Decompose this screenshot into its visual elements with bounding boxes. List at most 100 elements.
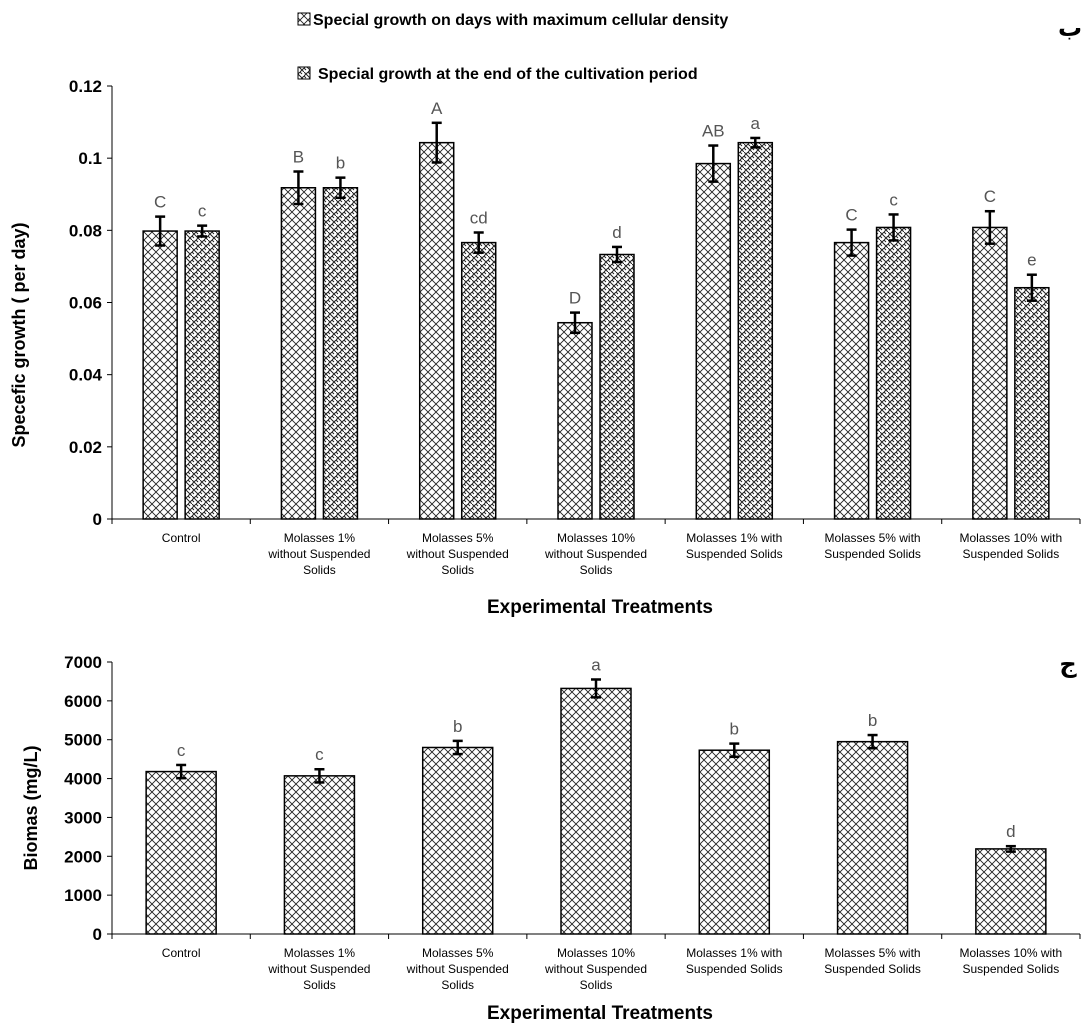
y-axis-title: Biomas (mg/L): [21, 745, 41, 870]
bar: [460, 241, 497, 520]
x-tick-label: Solids: [441, 978, 474, 992]
specific-growth-chart: Special growth on days with maximum cell…: [9, 12, 1082, 618]
bar: [698, 749, 771, 935]
bar: [418, 141, 455, 520]
x-tick-label: Molasses 5%: [422, 531, 494, 545]
y-tick-label: 6000: [64, 692, 102, 711]
bar: [283, 775, 356, 935]
panel-mark: ج: [1059, 651, 1077, 678]
x-tick-label: Solids: [441, 563, 474, 577]
x-tick-label: Suspended Solids: [686, 547, 783, 561]
bar: [322, 187, 359, 520]
significance-label: C: [845, 206, 857, 225]
x-tick-label: Molasses 10%: [557, 946, 635, 960]
significance-label: b: [453, 717, 462, 736]
bar: [695, 162, 732, 520]
significance-label: cd: [470, 208, 488, 227]
y-axis-title: Specefic growth ( per day): [9, 222, 29, 447]
x-tick-label: Solids: [303, 978, 336, 992]
significance-label: e: [1027, 251, 1036, 270]
y-tick-label: 2000: [64, 847, 102, 866]
bar: [560, 687, 632, 935]
x-tick-label: Molasses 10% with: [959, 946, 1062, 960]
panel-mark: ب: [1058, 15, 1082, 42]
x-tick-label: Control: [162, 946, 201, 960]
significance-label: b: [868, 711, 877, 730]
x-tick-label: Solids: [580, 978, 613, 992]
legend-swatch-weave: [297, 66, 311, 80]
bar: [599, 253, 635, 520]
bar: [421, 746, 494, 935]
significance-label: c: [315, 745, 324, 764]
significance-label: c: [889, 190, 898, 209]
biomass-chart: ج Biomas (mg/L) Experimental Treatments …: [21, 651, 1081, 1024]
x-tick-label: Molasses 1% with: [686, 946, 782, 960]
x-tick-label: Suspended Solids: [686, 962, 783, 976]
x-tick-label: without Suspended: [267, 547, 370, 561]
x-tick-label: Molasses 10% with: [959, 531, 1062, 545]
significance-label: B: [293, 148, 304, 167]
x-tick-label: Molasses 5% with: [825, 531, 921, 545]
bar: [737, 141, 774, 520]
x-tick-label: Molasses 1% with: [686, 531, 782, 545]
x-tick-label: Suspended Solids: [962, 547, 1059, 561]
bar: [184, 230, 220, 520]
x-tick-label: Suspended Solids: [824, 547, 921, 561]
legend-swatch-crosshatch: [297, 12, 311, 26]
x-axis-title: Experimental Treatments: [487, 1003, 713, 1024]
x-tick-label: without Suspended: [406, 962, 509, 976]
significance-label: b: [336, 154, 345, 173]
x-tick-label: Solids: [580, 563, 613, 577]
x-tick-label: without Suspended: [267, 962, 370, 976]
bar: [875, 226, 912, 520]
y-tick-label: 0.1: [78, 149, 102, 168]
x-tick-label: Molasses 5% with: [825, 946, 921, 960]
bar: [836, 740, 909, 935]
x-tick-label: Suspended Solids: [824, 962, 921, 976]
x-tick-label: without Suspended: [544, 547, 647, 561]
x-tick-label: without Suspended: [406, 547, 509, 561]
significance-label: d: [1006, 822, 1015, 841]
legend-item-max-density: Special growth on days with maximum cell…: [297, 12, 728, 29]
y-tick-label: 3000: [64, 808, 102, 827]
bar: [280, 187, 317, 520]
significance-label: D: [569, 289, 581, 308]
bar: [142, 230, 178, 520]
y-tick-label: 1000: [64, 886, 102, 905]
significance-label: c: [177, 741, 186, 760]
x-tick-label: Control: [162, 531, 201, 545]
y-tick-label: 0.06: [69, 294, 102, 313]
y-tick-label: 0.08: [69, 221, 102, 240]
y-tick-label: 7000: [64, 653, 102, 672]
x-tick-label: Molasses 5%: [422, 946, 494, 960]
significance-label: C: [984, 187, 996, 206]
x-tick-label: Suspended Solids: [962, 962, 1059, 976]
legend-label-end-period: Special growth at the end of the cultiva…: [318, 66, 698, 83]
significance-label: C: [154, 193, 166, 212]
legend: Special growth on days with maximum cell…: [297, 12, 728, 83]
x-tick-label: Solids: [303, 563, 336, 577]
bar: [833, 241, 870, 520]
significance-label: a: [591, 655, 601, 674]
x-tick-label: Molasses 1%: [284, 531, 356, 545]
y-tick-label: 0: [93, 925, 102, 944]
bar: [1014, 286, 1050, 520]
significance-label: b: [730, 720, 739, 739]
significance-label: d: [612, 223, 621, 242]
bar: [557, 321, 593, 520]
bar: [975, 848, 1047, 935]
y-tick-label: 4000: [64, 770, 102, 789]
legend-item-end-period: Special growth at the end of the cultiva…: [297, 66, 698, 83]
significance-label: a: [751, 114, 761, 133]
x-tick-label: without Suspended: [544, 962, 647, 976]
y-tick-label: 0.02: [69, 438, 102, 457]
significance-label: AB: [702, 122, 725, 141]
y-tick-label: 0.04: [69, 366, 103, 385]
y-tick-label: 5000: [64, 731, 102, 750]
bar: [972, 226, 1008, 520]
y-tick-label: 0: [93, 510, 102, 529]
y-tick-label: 0.12: [69, 77, 102, 96]
x-tick-label: Molasses 1%: [284, 946, 356, 960]
significance-label: c: [198, 202, 207, 221]
